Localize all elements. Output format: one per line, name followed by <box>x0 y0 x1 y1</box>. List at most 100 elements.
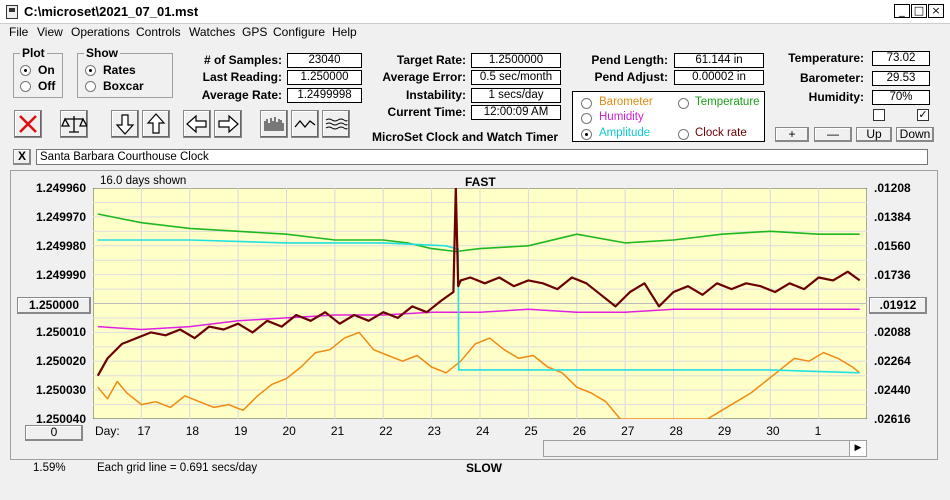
noise-plot-button[interactable] <box>322 110 350 138</box>
barometer-label: Barometer <box>599 96 653 108</box>
day-tick-label: 19 <box>234 424 248 438</box>
bar-plot-button[interactable] <box>260 110 288 138</box>
clock-name-field[interactable]: Santa Barbara Courthouse Clock <box>36 149 928 165</box>
maximize-button[interactable]: □ <box>911 4 927 18</box>
clock-rate-radio[interactable] <box>678 129 689 140</box>
series-humidity <box>97 308 860 331</box>
right-tick-label: .02616 <box>874 412 911 426</box>
center-value-button[interactable]: 1.250000 <box>17 297 91 314</box>
close-button[interactable]: × <box>928 4 944 18</box>
average-error-value: 0.5 sec/month <box>471 70 561 85</box>
humidity-readout-label: Humidity: <box>808 90 864 104</box>
env-checkbox-2[interactable]: ✓ <box>917 108 929 121</box>
day-tick-label: 29 <box>717 424 732 438</box>
current-time-label: Current Time: <box>387 105 466 119</box>
left-tick-label: 1.250010 <box>35 325 86 340</box>
right-tick-label: .02440 <box>874 383 911 398</box>
move-up-button[interactable] <box>142 110 170 138</box>
show-boxcar-radio[interactable] <box>85 81 96 92</box>
menu-gps[interactable]: GPS <box>242 25 268 39</box>
up-button[interactable]: Up <box>856 127 892 142</box>
app-name: MicroSet Clock and Watch Timer <box>372 130 559 144</box>
day-tick-label: 21 <box>330 424 345 438</box>
scrollbar-thumb[interactable] <box>544 441 850 456</box>
scroll-right-arrow-icon[interactable]: ▶ <box>854 443 862 453</box>
title-bar: C:\microset\2021_07_01.mst _ □ × <box>0 0 950 24</box>
env-checkbox-1[interactable] <box>873 109 885 121</box>
plot-group-title: Plot <box>20 46 47 60</box>
arrow-right-icon <box>218 114 239 134</box>
series-clock-rate <box>96 188 861 377</box>
days-shown-label: 16.0 days shown <box>100 175 187 187</box>
fast-label: FAST <box>465 175 496 189</box>
left-tick-label: 1.249960 <box>35 181 86 195</box>
amplitude-radio[interactable] <box>581 129 592 140</box>
arrow-up-icon <box>146 113 166 134</box>
horizontal-scrollbar[interactable]: ▶ <box>543 440 867 457</box>
samples-label: # of Samples: <box>203 53 282 67</box>
clear-button[interactable] <box>14 110 42 138</box>
menu-controls[interactable]: Controls <box>136 25 181 39</box>
menu-operations[interactable]: Operations <box>71 25 130 39</box>
menu-watches[interactable]: Watches <box>189 25 236 39</box>
minimize-button[interactable]: _ <box>894 4 910 18</box>
instability-value: 1 secs/day <box>471 88 561 103</box>
right-center-button[interactable]: .01912 <box>869 297 927 314</box>
menu-help[interactable]: Help <box>332 25 357 39</box>
barometer-radio[interactable] <box>581 98 592 109</box>
move-left-button[interactable] <box>183 110 211 138</box>
menu-bar: File View Operations Controls Watches GP… <box>0 24 950 42</box>
move-down-button[interactable] <box>111 110 139 138</box>
bars-icon <box>264 117 284 131</box>
series-temperature <box>97 213 860 253</box>
day-tick-label: 17 <box>137 424 151 438</box>
app-icon <box>6 5 18 19</box>
pend-adjust-label: Pend Adjust: <box>594 70 668 84</box>
temperature-radio[interactable] <box>678 98 689 109</box>
plot-on-radio[interactable] <box>20 65 31 76</box>
balance-button[interactable] <box>60 110 89 138</box>
grid-line-note: Each grid line = 0.691 secs/day <box>97 462 258 474</box>
right-tick-label: .01560 <box>874 238 911 253</box>
zoom-button[interactable]: 0 <box>25 425 83 441</box>
chart-series <box>96 188 861 419</box>
left-tick-label: 1.250030 <box>35 383 86 398</box>
barometer-readout-value: 29.53 <box>872 71 930 86</box>
show-group-title: Show <box>84 46 120 60</box>
last-reading-value: 1.250000 <box>287 70 362 85</box>
target-rate-value: 1.2500000 <box>471 53 561 68</box>
show-boxcar-label: Boxcar <box>103 79 144 93</box>
close-clock-button[interactable]: X <box>13 149 31 165</box>
show-rates-radio[interactable] <box>85 65 96 76</box>
slow-label: SLOW <box>466 461 502 475</box>
day-tick-label: 24 <box>476 424 490 438</box>
plot-off-radio[interactable] <box>20 81 31 92</box>
overlay-box: Barometer Temperature Humidity Amplitude… <box>572 91 765 142</box>
menu-configure[interactable]: Configure <box>273 25 326 39</box>
multi-wave-icon <box>325 118 348 130</box>
plot-on-label: On <box>38 63 55 77</box>
pend-length-value: 61.144 in <box>674 53 764 68</box>
target-rate-label: Target Rate: <box>396 53 466 67</box>
current-time-value: 12:00:09 AM <box>471 105 561 120</box>
show-rates-label: Rates <box>103 63 136 77</box>
right-tick-label: .01736 <box>874 267 911 282</box>
humidity-readout-value: 70% <box>872 90 930 105</box>
average-rate-label: Average Rate: <box>201 88 282 102</box>
day-tick-label: 30 <box>766 424 780 438</box>
pend-length-label: Pend Length: <box>591 53 668 67</box>
menu-file[interactable]: File <box>9 25 29 39</box>
humidity-label: Humidity <box>599 111 644 123</box>
right-tick-label: .02088 <box>874 325 911 340</box>
move-right-button[interactable] <box>214 110 242 138</box>
minus-button[interactable]: — <box>814 127 852 142</box>
menu-view[interactable]: View <box>37 25 63 39</box>
left-tick-label: 1.250020 <box>35 354 86 369</box>
chart-grid <box>93 188 867 419</box>
day-tick-label: 18 <box>185 424 200 438</box>
humidity-radio[interactable] <box>581 113 592 124</box>
down-button[interactable]: Down <box>896 127 934 142</box>
red-x-icon <box>19 115 37 133</box>
plus-button[interactable]: + <box>775 127 809 142</box>
line-plot-button[interactable] <box>291 110 319 138</box>
